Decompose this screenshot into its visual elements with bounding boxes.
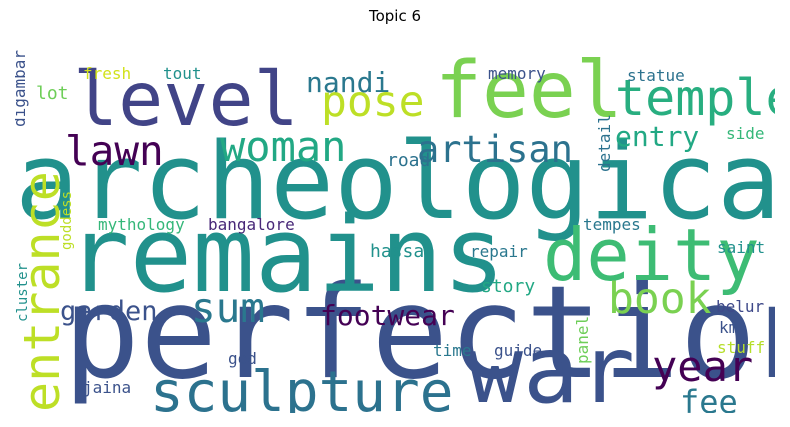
word-archeological: archeological [15,120,775,243]
word-cloud: perfection archeological remains war feel lev… [15,32,775,413]
word-panel: panel [573,316,592,364]
word-lawn: lawn [65,127,164,175]
word-entrance: entrance [15,171,71,412]
word-detail: detail [595,114,614,172]
word-year: year [652,342,753,391]
word-time: time [433,341,472,360]
word-book: book [608,274,712,324]
word-goddess: goddess [59,191,75,250]
word-hassan: hassan [370,241,435,262]
word-sum: sum [191,284,265,332]
word-god: god [228,349,257,368]
word-artisan: artisan [417,128,573,171]
word-war: war [467,316,635,413]
word-pose: pose [321,77,425,127]
word-level: level [73,55,299,143]
word-lot: lot [36,83,69,104]
word-guide: guide [494,341,542,360]
word-statue: statue [627,66,685,85]
word-memory: memory [488,64,546,83]
word-footwear: footwear [320,299,455,332]
word-entry: entry [615,120,699,153]
word-woman: woman [220,122,346,171]
word-tout: tout [163,64,202,83]
word-fee: fee [680,383,738,413]
word-belur: belur [716,297,765,316]
word-nandi: nandi [306,66,390,99]
word-jaina: jaina [83,378,131,397]
word-cluster: cluster [15,263,31,322]
word-garden: garden [60,296,158,327]
word-stuff: stuff [717,338,765,357]
word-repair: repair [470,242,528,261]
word-perfection: perfection [63,259,775,408]
word-km: km [719,318,738,337]
word-tempes: tempes [583,215,641,234]
word-saint: saint [717,238,765,257]
word-remains: remains [67,194,505,316]
word-story: story [481,276,535,297]
word-deity: deity [543,213,760,297]
word-fresh: fresh [83,64,131,83]
word-digambar: digambar [15,50,29,127]
word-bangalore: bangalore [208,215,295,234]
word-sculpture: sculpture [150,360,453,413]
word-road: road [387,150,430,171]
word-feel: feel [435,46,623,136]
word-carving: carving [60,412,127,413]
word-side: side [726,124,765,143]
word-mythology: mythology [98,215,185,234]
chart-title: Topic 6 [368,7,422,25]
